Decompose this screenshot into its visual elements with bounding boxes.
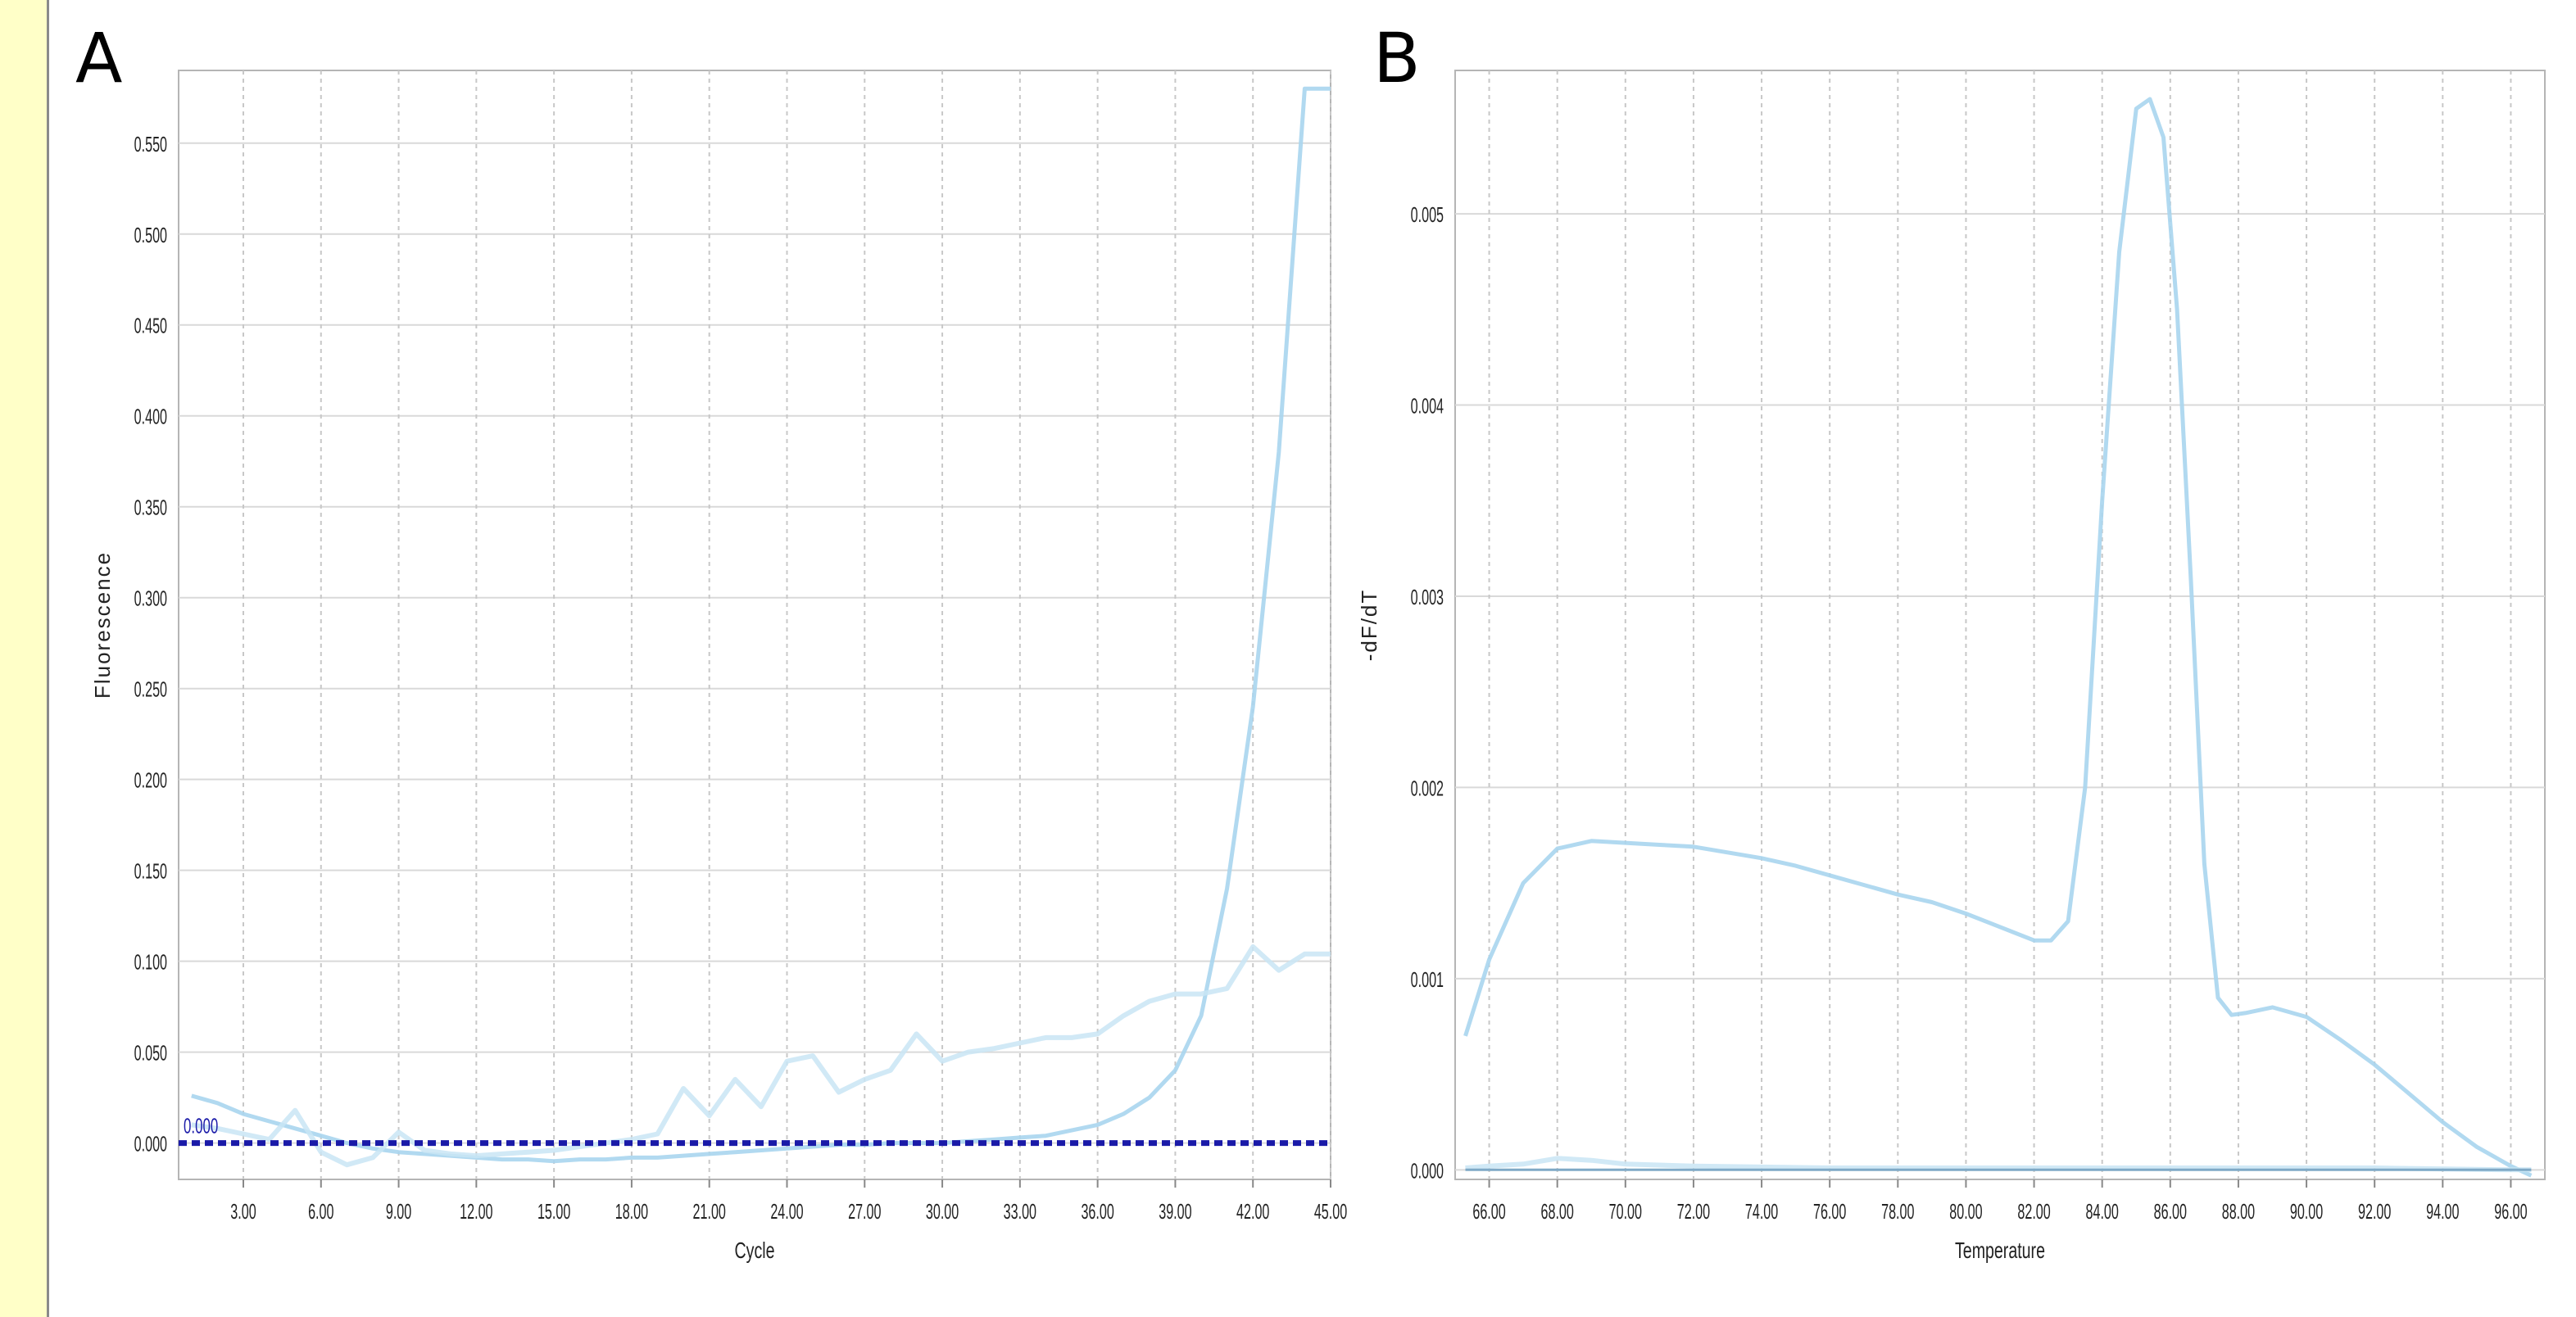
panel-a-y-tick-label: 0.500 [134,223,167,247]
panel-a-y-tick-label: 0.050 [134,1041,167,1066]
panel-a-x-tick-label: 18.00 [615,1199,648,1224]
panel-a-y-tick-label: 0.250 [134,677,167,702]
panel-a-x-axis-label: Cycle [735,1238,775,1264]
panel-a-y-axis-label: Fluorescence [90,551,115,699]
panel-b-x-tick-label: 84.00 [2086,1199,2119,1224]
panel-a-y-tick-label: 0.100 [134,950,167,975]
panel-b-x-tick-label: 96.00 [2494,1199,2527,1224]
panel-b-y-tick-label: 0.003 [1411,585,1444,609]
panel-b-y-tick-label: 0.000 [1411,1158,1444,1183]
panel-b-x-tick-label: 90.00 [2290,1199,2323,1224]
panel-a-y-tick-label: 0.400 [134,405,167,429]
panel-b-x-tick-label: 82.00 [2017,1199,2050,1224]
panel-a-x-tick-label: 15.00 [537,1199,570,1224]
panel-a-x-tick-label: 12.00 [460,1199,492,1224]
panel-b-plot-frame [1454,70,2546,1180]
panel-b-y-tick-label: 0.005 [1411,202,1444,227]
panel-b-x-tick-label: 68.00 [1541,1199,1574,1224]
panel-a-x-tick-label: 24.00 [770,1199,803,1224]
panel-b-x-axis-label: Temperature [1955,1238,2045,1264]
panel-b-x-tick-label: 66.00 [1472,1199,1505,1224]
panel-a-y-tick-label: 0.000 [134,1132,167,1156]
panel-a-x-tick-label: 6.00 [308,1199,333,1224]
panel-a-y-tick-label: 0.450 [134,314,167,338]
panel-a-y-tick-label: 0.150 [134,859,167,884]
panel-b-letter: B [1373,18,1421,98]
panel-b-y-tick-label: 0.004 [1411,393,1444,418]
panel-a-x-tick-label: 27.00 [848,1199,881,1224]
panel-a-x-tick-label: 45.00 [1314,1199,1347,1224]
panel-b-x-tick-label: 88.00 [2222,1199,2255,1224]
panel-a-x-tick-label: 42.00 [1236,1199,1269,1224]
panel-b-x-tick-label: 80.00 [1949,1199,1982,1224]
panel-a-series-line-2 [191,944,1331,1168]
panel-a-x-tick-label: 9.00 [386,1199,411,1224]
panel-b-x-tick-label: 72.00 [1677,1199,1710,1224]
panel-a-x-tick-label: 39.00 [1159,1199,1191,1224]
panel-a-x-tick-label: 30.00 [926,1199,959,1224]
panel-b-x-tick-label: 78.00 [1881,1199,1914,1224]
panel-a-y-tick-label: 0.350 [134,496,167,520]
panel-b-y-tick-label: 0.001 [1411,967,1444,992]
left-sidebar-panel [0,0,49,1317]
panel-a-letter: A [75,18,122,98]
panel-a-y-tick-label: 0.300 [134,586,167,611]
panel-a-y-tick-label: 0.550 [134,132,167,156]
panel-b-series-line-1 [1463,97,2533,1178]
panel-b-x-tick-label: 94.00 [2426,1199,2459,1224]
panel-a-y-tick-label: 0.200 [134,768,167,793]
panel-a-x-tick-label: 36.00 [1081,1199,1113,1224]
panel-b-x-tick-label: 92.00 [2358,1199,2391,1224]
panel-a-threshold-label: 0.000 [184,1114,218,1138]
panel-a-plot-frame [178,70,1331,1180]
panel-a-x-tick-label: 33.00 [1004,1199,1036,1224]
panel-b-x-tick-label: 86.00 [2154,1199,2187,1224]
panel-b-chart: 0.000 0.001 0.002 0.003 0.004 0.005 66.00 68.00… [1357,70,2546,1264]
panel-a-x-tick-label: 3.00 [230,1199,256,1224]
panel-b-x-tick-label: 74.00 [1745,1199,1778,1224]
panel-b-x-tick-label: 76.00 [1813,1199,1846,1224]
panel-b-x-tick-label: 70.00 [1609,1199,1642,1224]
panel-a-x-tick-label: 21.00 [693,1199,726,1224]
panel-b-series-line-2 [1465,1156,2532,1173]
panel-b-y-axis-label: -dF/dT [1357,589,1381,662]
panel-b-y-tick-label: 0.002 [1411,776,1444,800]
panel-a-chart: 0.000 0.050 0.100 0.150 0.200 0.250 0.300 0.350… [90,70,1347,1264]
